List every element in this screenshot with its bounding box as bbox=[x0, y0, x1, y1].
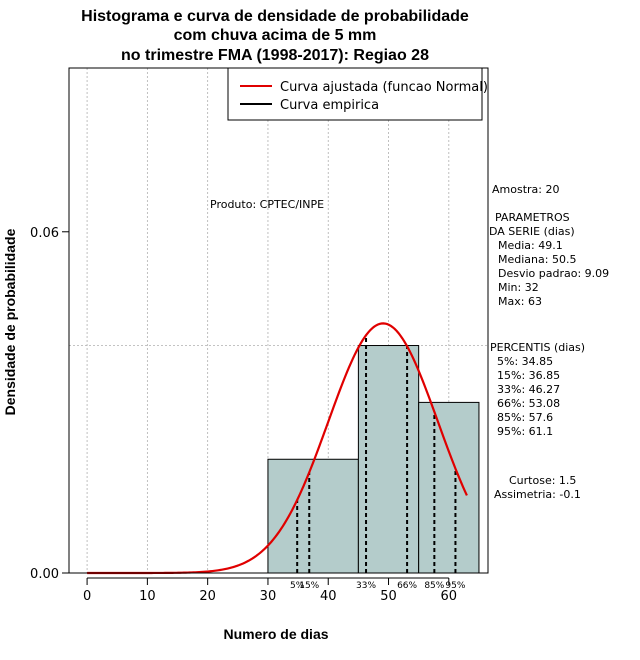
legend-box bbox=[227, 67, 483, 121]
stat-parametros-title-1: PARAMETROS bbox=[495, 211, 570, 224]
percentile-label-33%: 33% bbox=[356, 581, 376, 591]
stat-assimetria: Assimetria: -0.1 bbox=[494, 488, 581, 501]
x-tick-label-6: 60 bbox=[441, 589, 458, 604]
histogram-bar-2 bbox=[418, 401, 480, 574]
stat-p66: 66%: 53.08 bbox=[497, 397, 560, 410]
stat-p5: 5%: 34.85 bbox=[497, 355, 553, 368]
stat-p85: 85%: 57.6 bbox=[497, 411, 553, 424]
stat-amostra: Amostra: 20 bbox=[492, 183, 559, 196]
percentile-labels: 5%15% 33% 66% 85% 95% bbox=[290, 581, 466, 591]
x-tick-label-0: 0 bbox=[83, 589, 91, 604]
x-axis: 0 10 20 30 40 50 60 bbox=[83, 577, 458, 604]
chart-title-line-3: no trimestre FMA (1998-2017): Regiao 28 bbox=[121, 47, 429, 64]
x-tick-label-5: 50 bbox=[380, 589, 397, 604]
y-axis-title: Densidade de probabilidade bbox=[2, 228, 18, 415]
stat-curtose: Curtose: 1.5 bbox=[509, 474, 576, 487]
legend-label-empirical: Curva empirica bbox=[280, 98, 379, 113]
percentile-label-5%: 5% bbox=[290, 581, 305, 591]
stat-p33: 33%: 46.27 bbox=[497, 383, 560, 396]
histogram-bar-1 bbox=[357, 345, 420, 574]
percentile-label-15%: 15% bbox=[299, 581, 319, 591]
y-axis: 0.00 0.06 bbox=[30, 226, 70, 582]
stat-mediana: Mediana: 50.5 bbox=[498, 253, 576, 266]
percentile-label-85%: 85% bbox=[424, 581, 444, 591]
percentile-lines bbox=[296, 335, 457, 573]
stat-media: Media: 49.1 bbox=[498, 239, 563, 252]
x-axis-title: Numero de dias bbox=[223, 626, 328, 642]
stat-min: Min: 32 bbox=[498, 281, 539, 294]
x-tick-label-4: 40 bbox=[320, 589, 337, 604]
chart-title-line-2: com chuva acima de 5 mm bbox=[174, 27, 377, 44]
y-tick-label-1: 0.06 bbox=[30, 226, 59, 241]
stat-p15: 15%: 36.85 bbox=[497, 369, 560, 382]
product-annotation: Produto: CPTEC/INPE bbox=[210, 198, 324, 211]
y-tick-label-0: 0.00 bbox=[30, 567, 59, 582]
x-tick-label-2: 20 bbox=[199, 589, 216, 604]
histogram-bar-0 bbox=[267, 458, 359, 574]
stat-p95: 95%: 61.1 bbox=[497, 425, 553, 438]
x-tick-label-1: 10 bbox=[139, 589, 156, 604]
grid-lines bbox=[69, 68, 488, 573]
stat-max: Max: 63 bbox=[498, 295, 542, 308]
chart-title-line-1: Histograma e curva de densidade de proba… bbox=[81, 8, 469, 25]
stat-desvio: Desvio padrao: 9.09 bbox=[498, 267, 609, 280]
stat-percentis-title: PERCENTIS (dias) bbox=[490, 341, 585, 354]
percentile-label-66%: 66% bbox=[397, 581, 417, 591]
stats-panel: Amostra: 20 PARAMETROS DA SERIE (dias) M… bbox=[489, 183, 609, 501]
percentile-label-95%: 95% bbox=[445, 581, 465, 591]
x-tick-label-3: 30 bbox=[260, 589, 277, 604]
histogram-bars bbox=[267, 345, 480, 574]
stat-parametros-title-2: DA SERIE (dias) bbox=[489, 225, 575, 238]
legend-label-normal: Curva ajustada (funcao Normal) bbox=[280, 80, 488, 95]
legend: Curva ajustada (funcao Normal) Curva emp… bbox=[227, 67, 488, 121]
